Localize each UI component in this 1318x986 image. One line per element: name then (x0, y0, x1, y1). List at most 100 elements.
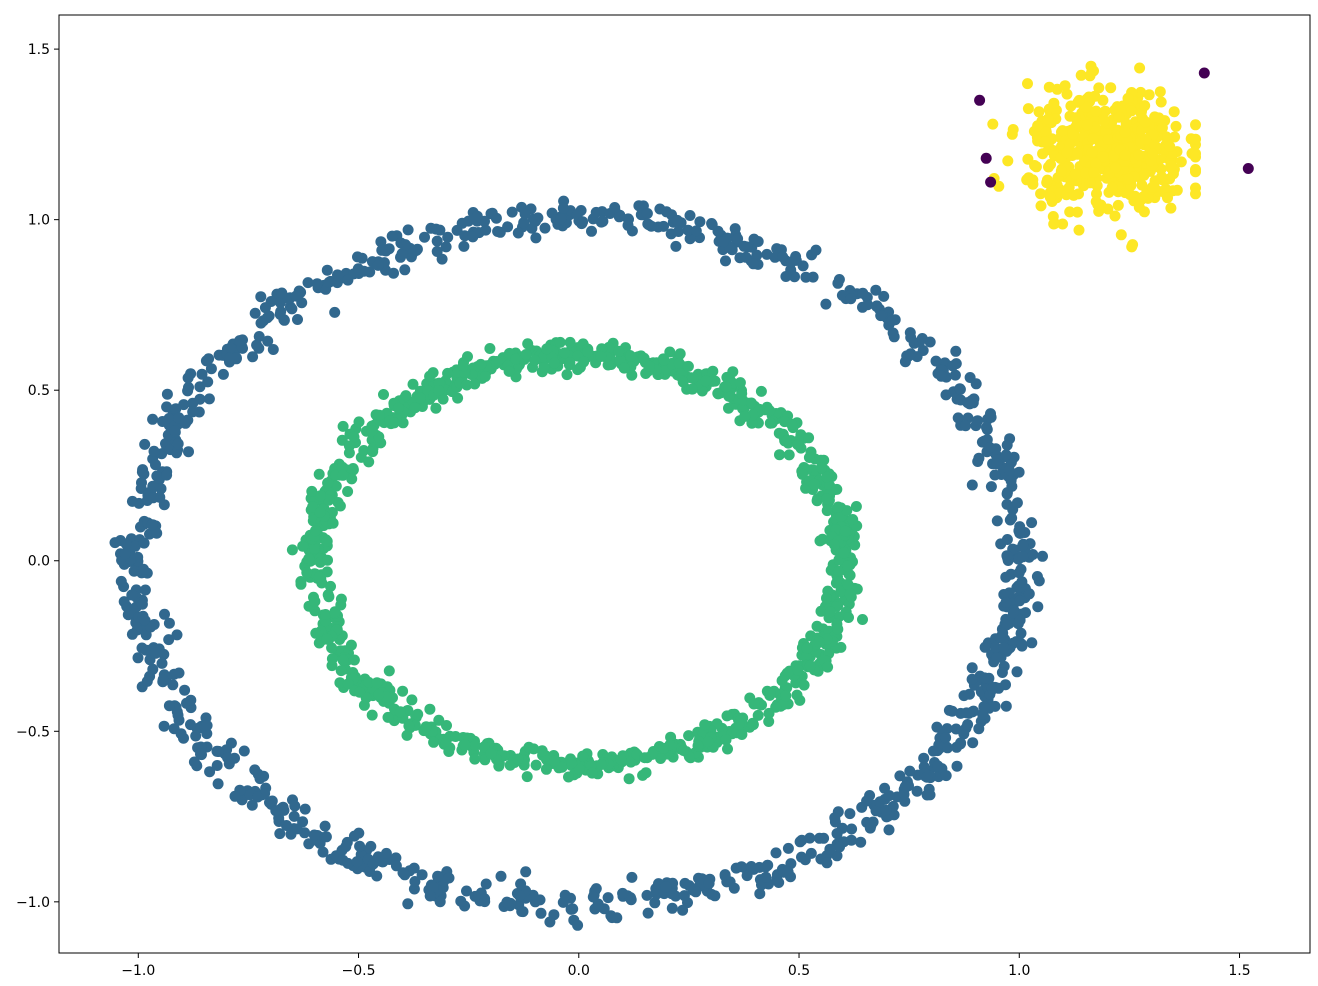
scatter-point-series-0 (911, 785, 923, 797)
scatter-point-series-1 (847, 514, 859, 525)
scatter-point-series-1 (536, 745, 548, 757)
scatter-point-series-1 (286, 544, 298, 556)
scatter-point-series-1 (410, 710, 422, 721)
scatter-point-series-1 (815, 462, 827, 474)
scatter-point-series-1 (358, 445, 370, 456)
scatter-point-series-0 (179, 684, 191, 696)
scatter-point-series-0 (671, 214, 683, 226)
scatter-point-series-1 (736, 388, 748, 400)
scatter-point-series-0 (159, 608, 170, 620)
scatter-point-series-2 (1098, 115, 1110, 127)
scatter-point-series-1 (475, 358, 487, 370)
scatter-point-series-0 (883, 790, 895, 802)
scatter-point-series-1 (307, 501, 319, 513)
scatter-point-series-1 (540, 763, 552, 775)
scatter-point-series-1 (354, 686, 366, 698)
scatter-point-series-0 (682, 224, 694, 236)
scatter-point-series-1 (366, 425, 378, 437)
scatter-point-series-0 (136, 642, 148, 654)
scatter-point-series-1 (334, 500, 346, 512)
scatter-point-series-2 (1065, 100, 1077, 112)
scatter-point-series-0 (172, 438, 184, 450)
scatter-point-series-1 (828, 539, 840, 551)
scatter-point-series-0 (1031, 571, 1043, 582)
scatter-point-series-0 (451, 224, 463, 236)
scatter-point-series-1 (618, 362, 630, 374)
scatter-point-series-1 (623, 773, 635, 785)
scatter-point-series-0 (946, 705, 958, 717)
scatter-point-series-0 (1014, 614, 1026, 626)
x-tick-label: 0.5 (788, 963, 810, 979)
scatter-point-series-1 (469, 739, 481, 751)
scatter-point-series-0 (870, 805, 882, 817)
scatter-point-series-1 (803, 452, 815, 463)
scatter-point-series-0 (916, 333, 928, 344)
scatter-point-series-1 (699, 719, 711, 731)
scatter-point-series-1 (815, 605, 827, 617)
scatter-point-series-0 (427, 881, 439, 893)
scatter-point-series-0 (147, 413, 159, 425)
scatter-point-series-1 (721, 710, 733, 722)
scatter-point-series-1 (520, 349, 532, 360)
scatter-point-series-1 (437, 393, 449, 405)
scatter-point-series-0 (516, 906, 528, 917)
scatter-point-series-0 (419, 231, 430, 243)
scatter-point-series-0 (780, 271, 792, 282)
scatter-point-series-1 (484, 343, 496, 354)
scatter-point-series-0 (118, 596, 130, 608)
scatter-point-series-2 (1102, 134, 1114, 145)
scatter-point-series-2 (1109, 210, 1121, 222)
scatter-point-series-0 (962, 719, 974, 730)
scatter-point-series-1 (792, 439, 804, 451)
scatter-point-series-2 (1081, 119, 1093, 131)
scatter-point-series-2 (1190, 151, 1201, 163)
scatter-point-series-0 (846, 823, 858, 835)
scatter-point-series-1 (469, 753, 481, 765)
scatter-point-series-2 (1164, 140, 1176, 152)
scatter-point-series-0 (961, 707, 972, 719)
scatter-point-series-1 (322, 589, 334, 601)
scatter-point-series-1 (345, 639, 357, 651)
scatter-point-series-0 (138, 468, 150, 480)
scatter-point-series-0 (1000, 571, 1012, 583)
scatter-point-series-1 (577, 750, 589, 762)
scatter-point-series-0 (966, 673, 978, 685)
scatter-point-series-0 (442, 231, 454, 243)
scatter-point-series-0 (732, 233, 744, 245)
scatter-point-series-1 (530, 759, 542, 771)
scatter-point-series-1 (301, 567, 313, 579)
scatter-point-series-0 (222, 752, 234, 764)
scatter-point-series-1 (831, 483, 843, 495)
axes-frame (58, 14, 1311, 954)
scatter-point-series-0 (486, 207, 498, 219)
scatter-point-series-0 (870, 284, 882, 296)
scatter-point-series-1 (326, 653, 338, 665)
scatter-point-series-1 (615, 754, 627, 766)
scatter-point-series-0 (157, 674, 169, 685)
scatter-point-series-1 (720, 734, 732, 746)
y-tick-label: −1.0 (16, 895, 50, 911)
scatter-point-series-0 (878, 290, 890, 302)
scatter-point-series-2 (1138, 169, 1150, 181)
scatter-point-series-0 (262, 335, 274, 347)
scatter-point-series-0 (323, 276, 335, 288)
scatter-point-series-0 (967, 737, 979, 749)
y-tick-label: 1.5 (28, 42, 50, 58)
scatter-point-series-1 (510, 353, 522, 365)
scatter-point-series-2 (1086, 146, 1098, 158)
scatter-point-series-1 (625, 756, 637, 768)
scatter-point-series-0 (1003, 464, 1015, 476)
scatter-point-series-0 (1014, 595, 1026, 607)
scatter-point-series-0 (979, 703, 991, 715)
scatter-point-series-1 (640, 767, 652, 779)
scatter-point-series-0 (396, 248, 408, 260)
scatter-point-series-0 (259, 302, 271, 314)
scatter-point-series-0 (126, 628, 138, 640)
scatter-point-series-1 (430, 402, 442, 414)
scatter-point-series-0 (804, 832, 816, 844)
scatter-point-series-1 (838, 547, 850, 559)
scatter-point-series-1 (443, 746, 455, 757)
scatter-point-series-3 (1242, 163, 1254, 174)
scatter-point-series-1 (367, 446, 379, 458)
scatter-point-series-0 (115, 575, 127, 587)
